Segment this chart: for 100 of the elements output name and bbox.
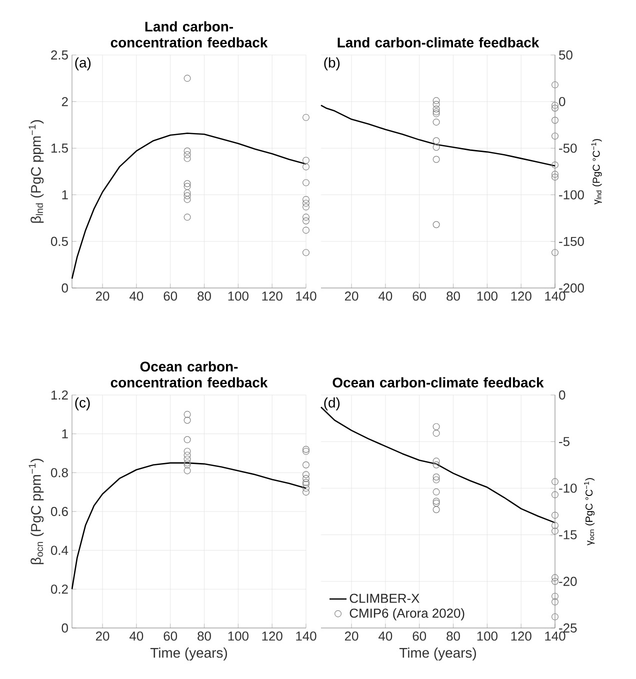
point [552,592,558,600]
x-tick-label: 120 [511,292,532,301]
point [184,448,191,455]
y-tick-label: 1 [62,429,68,438]
y-tick-label: 1.5 [51,144,68,153]
x-tick-label: 140 [296,632,316,641]
annotation: (c) [75,397,90,410]
legend-label: CLIMBER-X [350,594,420,603]
y2-axis-title: γ$_{lnd}$ (PgC °C$^{−1}$) [591,139,602,204]
point [432,137,440,144]
x-tick-label: 140 [545,632,566,641]
y2-tick-label: -5 [559,437,570,446]
annotation: (a) [75,57,91,70]
x-tick-label: 120 [262,292,282,301]
point [432,106,440,113]
x-tick-label: 60 [412,632,426,641]
point [432,97,440,104]
point [184,452,191,459]
y-tick-label: 2.5 [51,50,68,60]
y-axis-title: β$_{ocn}$ (PgC ppm$^{−1}$) [28,458,44,564]
x-tick-label: 40 [378,292,392,301]
x-tick-label: 80 [198,292,211,301]
x-tick-label: 40 [130,292,144,301]
point [184,182,191,190]
point [184,74,191,82]
point [552,478,558,486]
point [184,416,191,424]
chart-title: Land carbon-climate feedback [338,37,540,48]
point [552,161,558,168]
y-tick-label: 2 [62,97,68,106]
y2-tick-label: 0 [559,97,566,106]
point [184,192,191,200]
y-tick-label: 0 [62,623,68,633]
legend-label: CMIP6 (Arora 2020) [350,608,464,620]
point [302,478,310,486]
point [432,118,440,126]
point [184,456,191,463]
y-tick-label: 0 [62,283,68,293]
point [432,144,440,151]
x-tick-label: 20 [344,292,358,301]
point [302,217,310,224]
point [302,474,310,482]
point [302,461,310,468]
x-tick-label: 140 [545,292,566,301]
y-tick-label: 0.4 [50,546,68,555]
y2-tick-label: -150 [559,236,584,246]
point [302,163,310,170]
y2-tick-label: -100 [559,190,584,200]
point [432,100,440,108]
point [432,476,440,484]
x-axis-title: Time (years) [150,648,227,661]
point [432,474,440,480]
point [302,471,310,478]
point [302,488,310,496]
point [184,214,191,221]
y-axis-title: β$_{lnd}$ (PgC ppm$^{−1}$) [28,120,44,223]
point [302,196,310,203]
y-tick-label: 0.2 [50,584,68,594]
y-tick-label: 1 [62,190,68,200]
point [432,458,440,465]
point [552,132,558,140]
y2-tick-label: -50 [559,144,577,153]
x-tick-label: 120 [262,632,282,641]
point [432,423,440,430]
point [302,484,310,492]
point [552,598,558,606]
y-tick-label: 0.5 [50,236,68,246]
x-tick-label: 80 [198,632,211,641]
point [184,189,191,196]
point [302,214,310,221]
x-tick-label: 40 [130,632,144,641]
point [552,81,558,88]
point [552,116,558,124]
point [184,180,191,188]
point [552,512,558,519]
point [552,102,558,109]
point [552,174,558,181]
x-tick-label: 40 [378,632,392,641]
point [184,467,191,474]
point [552,528,558,535]
x-tick-label: 60 [164,632,178,641]
point [552,170,558,178]
x-tick-label: 100 [477,632,498,641]
point [302,114,310,121]
point [432,221,440,228]
point [432,110,440,118]
point [302,200,310,207]
point [184,436,191,444]
y2-tick-label: -10 [559,484,577,493]
y2-tick-label: -20 [559,576,577,586]
x-tick-label: 60 [412,292,426,301]
point [302,179,310,186]
point [432,506,440,514]
point [302,226,310,234]
x-tick-label: 20 [96,632,110,641]
point [432,488,440,496]
point [184,461,191,468]
point [552,249,558,256]
chart-title: Ocean carbon-climate feedback [332,377,544,388]
annotation: (b) [324,57,340,70]
